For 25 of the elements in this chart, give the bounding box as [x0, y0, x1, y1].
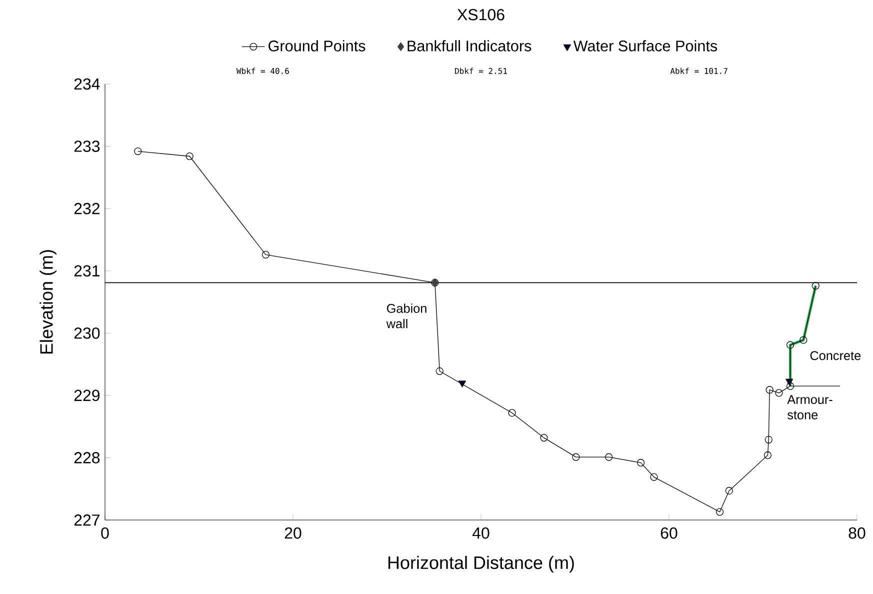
x-axis-title: Horizontal Distance (m): [388, 556, 574, 573]
y-tick-label: 230: [74, 327, 100, 339]
y-tick-label: 228: [74, 452, 100, 464]
legend-label: Bankfull Indicators: [408, 40, 532, 52]
chart-title: XS106: [457, 9, 504, 20]
text: Abkf = 101.7: [670, 68, 728, 74]
x-tick-label: 60: [660, 527, 678, 539]
annotation: Concrete: [810, 351, 861, 360]
annotation: Armour-stone: [787, 395, 832, 420]
y-tick-label: 227: [74, 514, 100, 526]
x-tick-label: 0: [101, 527, 109, 539]
text: Wbkf = 40.6: [236, 68, 289, 74]
legend-label: Ground Points: [268, 40, 366, 52]
x-tick-label: 20: [284, 527, 302, 539]
y-tick-label: 232: [74, 202, 100, 214]
y-tick-label: 234: [74, 78, 100, 90]
legend-label: Water Surface Points: [573, 40, 718, 52]
y-tick-label: 233: [74, 140, 100, 152]
x-tick-label: 40: [472, 527, 490, 539]
y-tick-label: 231: [74, 265, 100, 277]
x-tick-label: 80: [848, 527, 866, 539]
text: Dbkf = 2.51: [455, 68, 507, 74]
y-tick-label: 229: [74, 390, 100, 402]
annotation: Gabion wall: [386, 304, 426, 328]
y-axis-title: Elevation (m): [40, 250, 56, 354]
